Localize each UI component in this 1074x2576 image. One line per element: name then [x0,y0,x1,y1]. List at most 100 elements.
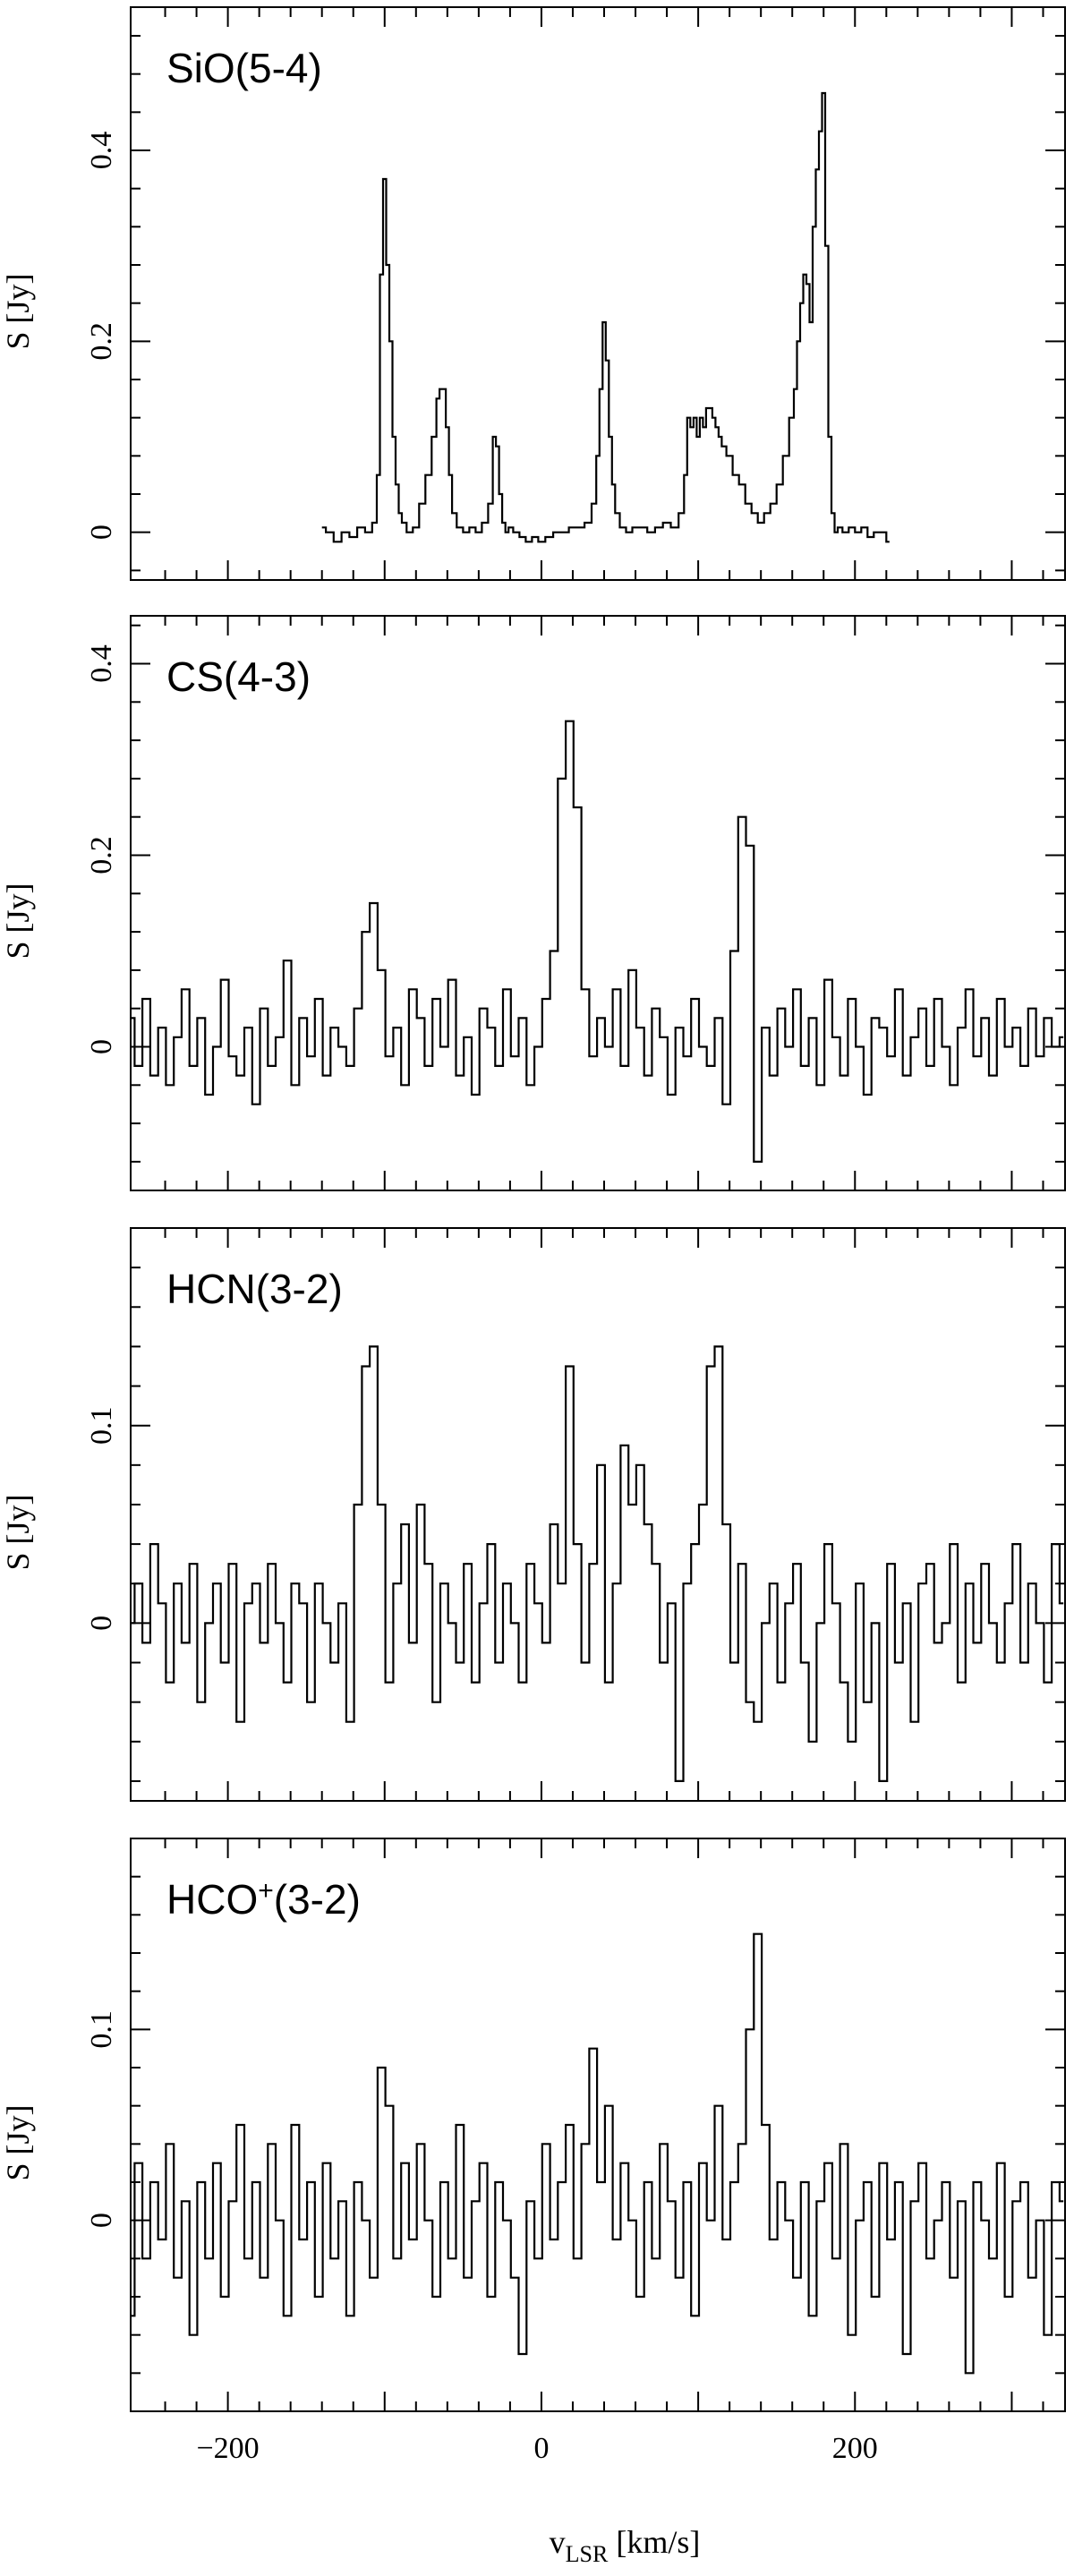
data-point [153,1075,155,1077]
data-point [278,1036,280,1038]
data-point [710,1366,712,1368]
data-point [718,2105,720,2107]
data-point [1000,998,1002,1000]
data-point [224,2296,226,2298]
plot-frame [130,6,1066,581]
data-point [608,1046,609,1048]
data-point [153,1543,155,1545]
data-point [797,340,799,342]
data-point [601,2181,602,2183]
data-point [240,2124,242,2126]
data-point [192,1563,194,1565]
data-point [263,1642,265,1643]
data-point [440,388,442,390]
data-point [380,1504,382,1506]
data-point [357,1008,359,1010]
data-point [530,1563,532,1565]
data-point [349,1065,351,1067]
data-point [553,2239,555,2240]
data-point [670,1094,672,1096]
data-point [1008,2296,1010,2298]
data-point [804,1662,806,1664]
data-point [1039,2220,1041,2222]
data-point [655,1563,657,1565]
data-point [682,512,684,514]
data-point [616,988,618,990]
spectrum-line-sio-5-4- [321,91,890,543]
data-point [601,1017,602,1019]
data-point [396,1582,398,1584]
data-point [592,1055,594,1057]
data-point [741,1563,743,1565]
data-point [580,526,582,528]
data-point [1024,1662,1026,1664]
data-point [522,1682,524,1684]
data-point [482,2162,484,2164]
data-point [1016,1027,1018,1028]
data-point [816,168,818,170]
data-point [726,1104,728,1105]
data-point [703,426,705,428]
data-point [146,998,148,1000]
data-point [780,1682,782,1684]
data-point [749,1702,751,1703]
data-point [342,1602,344,1604]
data-point [499,1065,500,1067]
y-tick-label: 0 [85,1616,118,1631]
data-point [820,1622,822,1624]
data-point [707,407,709,409]
data-point [482,1602,484,1604]
data-point [843,2143,845,2145]
data-point [499,2181,500,2183]
data-point [718,1345,720,1347]
data-point [420,2143,422,2145]
data-point [497,446,499,448]
data-point [326,2162,328,2164]
data-point [1008,1602,1010,1604]
data-point [968,988,970,990]
data-point [937,2220,939,2222]
data-point [820,131,822,132]
panel-label: HCO+(3-2) [166,1876,361,1923]
data-point [561,1582,563,1584]
data-point [592,1563,594,1565]
y-tick-label: 0.2 [85,322,118,361]
data-point [561,2181,563,2183]
data-point [898,2181,899,2183]
data-point [678,2277,680,2279]
panel-label: SiO(5-4) [166,45,322,91]
data-point [597,455,599,456]
data-point [216,2162,217,2164]
data-point [820,1084,822,1086]
data-point [953,1543,955,1545]
data-point [992,1622,993,1624]
data-point [663,1662,665,1664]
data-point [365,931,367,933]
data-point [1039,1622,1041,1624]
data-point [960,1027,962,1028]
data-point [812,1741,814,1743]
data-point [749,2028,751,2030]
data-point [812,2315,814,2316]
data-point [240,1721,242,1723]
data-point [537,1602,539,1604]
data-point [685,474,686,476]
data-point [130,1622,132,1624]
data-point [628,532,630,533]
data-point [804,2181,806,2183]
data-point [929,1563,931,1565]
data-point [506,2220,507,2222]
data-point [184,2200,186,2202]
panel-2: 0 0.2 0.4 S [Jy] CS(4-3) [0,615,1066,1191]
data-point [866,1702,868,1703]
data-point [584,988,586,990]
data-point [428,2220,430,2222]
data-point [922,1008,924,1010]
data-point [528,541,530,542]
data-point [772,1075,774,1077]
data-point [537,2257,539,2259]
data-point [608,2105,609,2107]
data-point [334,1027,336,1028]
data-point [564,532,566,533]
data-point [1016,1543,1018,1545]
